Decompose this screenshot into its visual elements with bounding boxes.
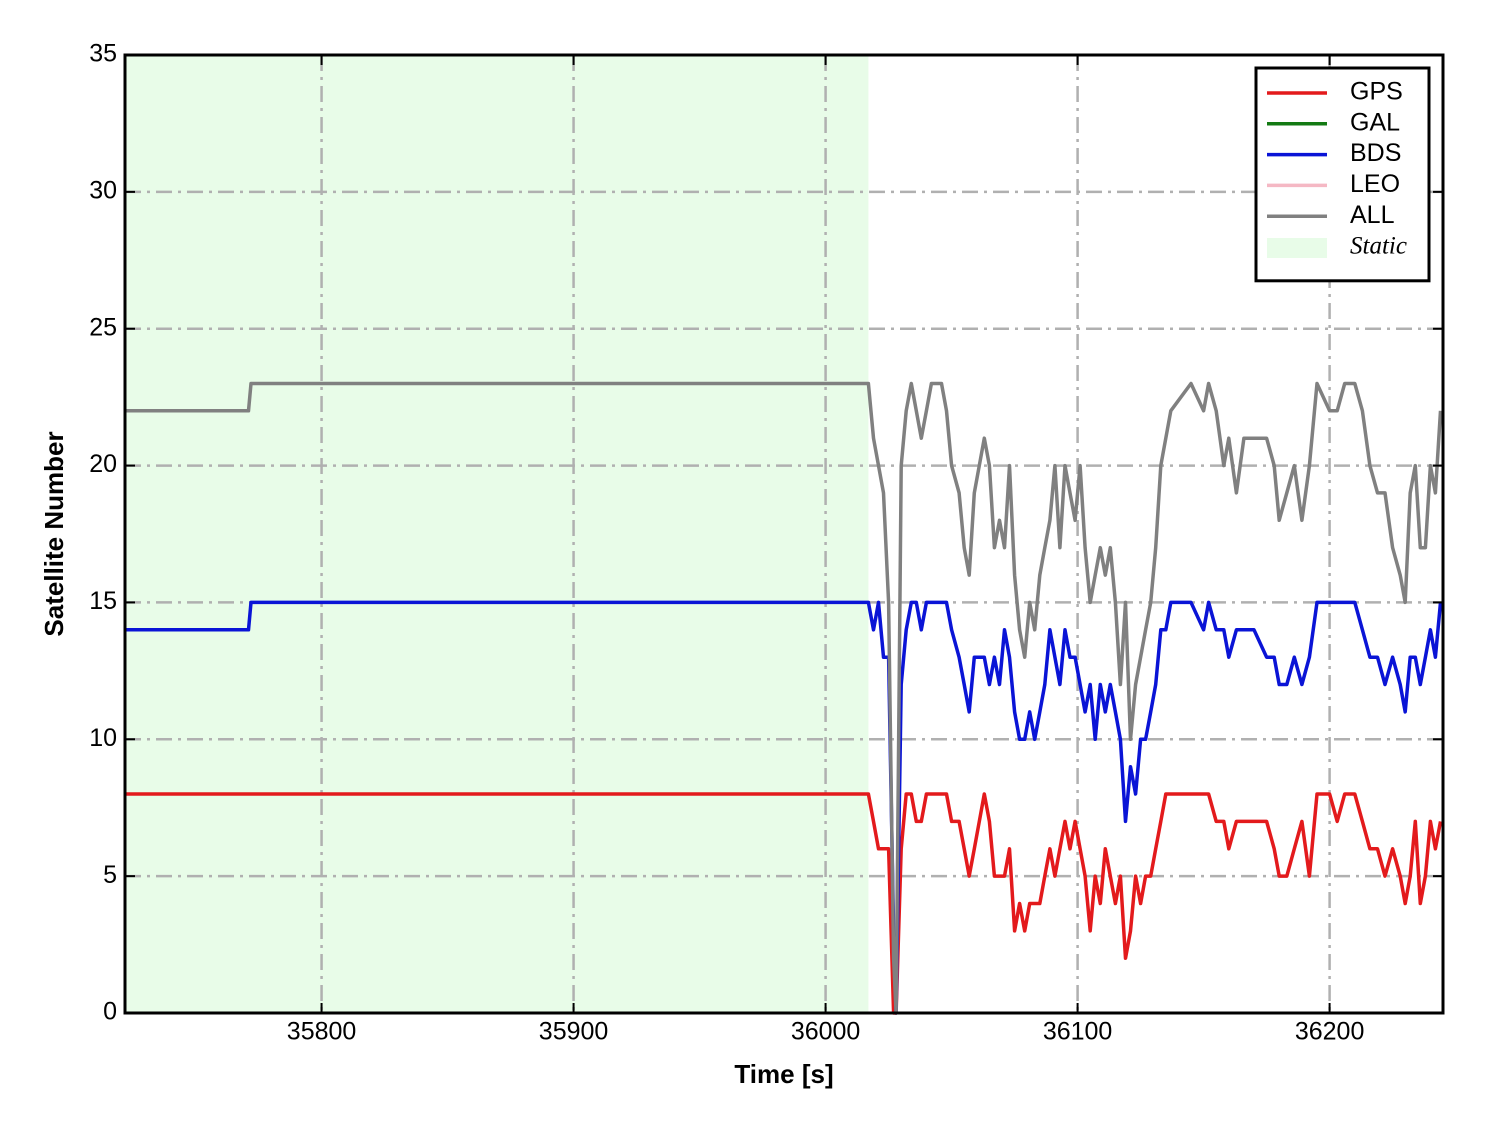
- legend-swatch: [1267, 238, 1327, 258]
- y-tick-label: 20: [89, 450, 117, 478]
- x-tick-label: 36100: [1043, 1018, 1113, 1046]
- x-tick-label: 36200: [1295, 1018, 1365, 1046]
- y-tick-label: 15: [89, 587, 117, 615]
- plot-frame: [123, 53, 1445, 1015]
- y-tick-label: 30: [89, 176, 117, 204]
- y-tick-label: 5: [103, 861, 117, 889]
- series-line: [125, 381, 1443, 1015]
- legend-box: [1254, 66, 1431, 283]
- series-line: [125, 792, 1443, 1015]
- x-tick-label: 35900: [539, 1018, 609, 1046]
- legend-label: Static: [1350, 233, 1407, 260]
- y-tick-label: 25: [89, 313, 117, 341]
- x-tick-label: 36000: [791, 1018, 861, 1046]
- y-tick-label: 35: [89, 40, 117, 68]
- legend-label: LEO: [1350, 170, 1400, 198]
- x-axis-label: Time [s]: [734, 1059, 833, 1089]
- legend-label: GPS: [1350, 78, 1403, 106]
- x-tick-label: 35800: [287, 1018, 357, 1046]
- series-line: [125, 600, 1443, 1015]
- y-axis-label: Satellite Number: [39, 431, 69, 636]
- legend-label: ALL: [1350, 201, 1395, 229]
- y-tick-label: 10: [89, 724, 117, 752]
- static-region: [125, 55, 869, 1013]
- legend-label: GAL: [1350, 108, 1400, 136]
- y-tick-label: 0: [103, 998, 117, 1026]
- legend-label: BDS: [1350, 139, 1401, 167]
